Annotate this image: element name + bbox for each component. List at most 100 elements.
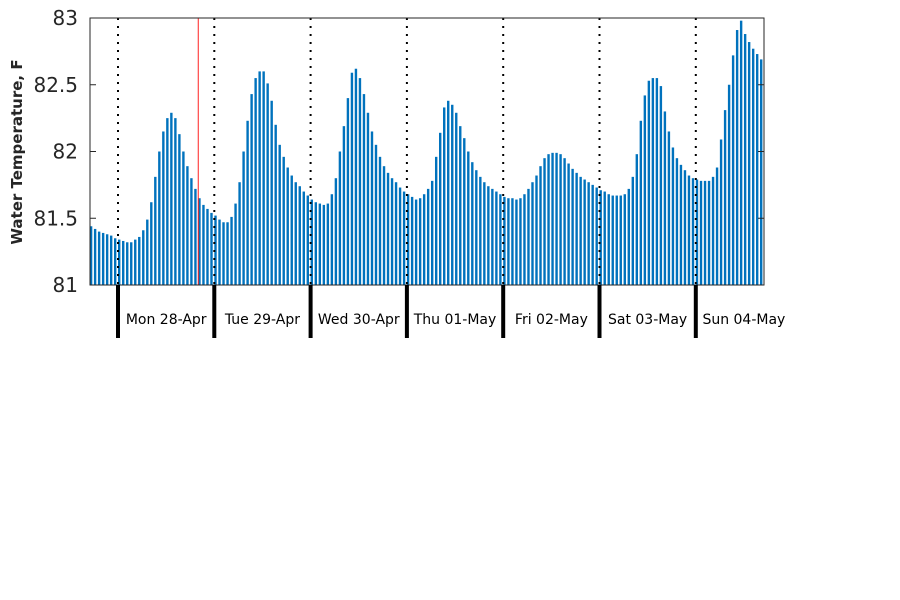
temperature-bar — [178, 134, 181, 285]
temperature-bar — [667, 131, 671, 285]
temperature-bar — [615, 195, 618, 285]
temperature-bar — [290, 175, 293, 285]
temperature-bar — [126, 242, 129, 285]
temperature-bar — [390, 178, 394, 285]
temperature-bar — [234, 203, 237, 285]
temperature-bar — [146, 219, 149, 285]
temperature-bar — [631, 176, 634, 285]
temperature-bar — [663, 111, 667, 285]
temperature-bar — [109, 235, 113, 285]
temperature-bar — [603, 191, 606, 285]
temperature-bar — [170, 112, 173, 285]
temperature-bar — [507, 198, 510, 285]
temperature-bar — [198, 198, 201, 285]
temperature-bar — [334, 178, 338, 285]
y-tick-label: 81 — [53, 273, 78, 297]
temperature-bar — [519, 198, 522, 285]
temperature-bar — [523, 194, 526, 285]
temperature-bar — [543, 158, 546, 285]
temperature-bar — [326, 203, 330, 285]
temperature-bar — [142, 230, 145, 285]
temperature-bar — [154, 176, 157, 285]
temperature-bar — [503, 196, 506, 285]
temperature-bar — [398, 187, 402, 285]
temperature-bar — [101, 232, 105, 285]
temperature-bar — [439, 132, 442, 285]
temperature-bar — [97, 231, 101, 285]
day-label: Thu 01-May — [413, 312, 497, 328]
temperature-bar — [760, 59, 763, 285]
temperature-bar — [531, 182, 534, 285]
temperature-bar — [166, 118, 169, 286]
temperature-bar — [162, 131, 165, 285]
temperature-bar — [599, 190, 602, 285]
temperature-bar — [134, 239, 137, 285]
temperature-bar — [138, 236, 141, 285]
temperature-bar — [475, 170, 478, 285]
temperature-bar — [93, 228, 97, 285]
temperature-bar — [727, 84, 731, 285]
temperature-bar — [342, 126, 346, 285]
temperature-bar — [719, 139, 723, 285]
temperature-bar — [226, 222, 229, 285]
temperature-bar — [647, 80, 651, 286]
temperature-bar — [635, 154, 639, 285]
temperature-bar — [571, 168, 574, 285]
y-axis-label: Water Temperature, F — [8, 59, 26, 244]
temperature-bar — [443, 107, 446, 285]
temperature-bar — [414, 199, 418, 285]
temperature-bar — [214, 215, 217, 285]
temperature-bar — [366, 112, 370, 285]
temperature-bar — [182, 151, 185, 285]
temperature-bar — [655, 78, 659, 285]
temperature-bar — [755, 54, 759, 285]
temperature-bar — [158, 151, 161, 285]
temperature-bar — [687, 175, 691, 285]
temperature-bar — [246, 120, 249, 285]
temperature-bar — [374, 144, 378, 285]
temperature-bar — [426, 188, 430, 285]
temperature-bar — [639, 120, 643, 285]
temperature-bar — [422, 194, 426, 285]
day-label: Fri 02-May — [515, 312, 588, 328]
temperature-bar — [743, 34, 747, 285]
temperature-bar — [418, 198, 422, 285]
temperature-bar — [723, 110, 727, 285]
temperature-bar — [382, 166, 386, 285]
temperature-bar — [150, 202, 153, 285]
temperature-bar — [451, 104, 454, 285]
temperature-bar — [318, 203, 322, 285]
y-tick-label: 81.5 — [33, 206, 78, 230]
y-tick-label: 82 — [53, 140, 78, 164]
temperature-bar — [495, 191, 498, 285]
temperature-bar — [535, 175, 538, 285]
temperature-bar — [679, 164, 683, 285]
temperature-bar — [406, 194, 410, 285]
temperature-bar — [274, 124, 277, 285]
temperature-bar — [105, 234, 109, 285]
temperature-bar — [314, 202, 318, 285]
temperature-bar — [118, 239, 121, 285]
temperature-bar — [410, 196, 414, 285]
temperature-bar — [527, 188, 530, 285]
temperature-bar — [250, 94, 253, 285]
temperature-bar — [651, 78, 655, 285]
temperature-bar — [671, 147, 675, 285]
temperature-bar — [611, 195, 614, 285]
temperature-bar — [434, 156, 438, 285]
temperature-bar — [623, 194, 626, 285]
temperature-bar — [591, 184, 594, 286]
temperature-bar — [459, 126, 462, 285]
temperature-bar — [330, 194, 334, 285]
temperature-bar — [659, 86, 663, 285]
temperature-bar — [230, 216, 233, 285]
temperature-bar — [174, 118, 177, 286]
temperature-bar — [491, 188, 494, 285]
temperature-bar — [378, 156, 382, 285]
temperature-bar — [675, 158, 679, 285]
temperature-bar — [302, 191, 305, 285]
day-label: Wed 30-Apr — [318, 312, 400, 328]
temperature-bar — [190, 178, 193, 285]
temperature-bar — [206, 208, 209, 285]
temperature-bar — [350, 72, 354, 285]
